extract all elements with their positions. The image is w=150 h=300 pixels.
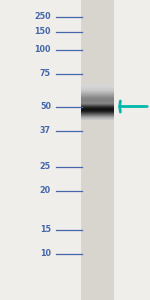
Bar xyxy=(81,88,114,89)
Bar xyxy=(81,91,114,92)
Bar xyxy=(81,105,114,106)
Bar xyxy=(81,0,114,300)
Text: 100: 100 xyxy=(34,45,51,54)
Text: 20: 20 xyxy=(40,186,51,195)
Bar xyxy=(81,97,114,98)
Bar xyxy=(81,99,114,100)
Bar xyxy=(81,112,114,113)
Bar xyxy=(81,98,114,99)
Text: 150: 150 xyxy=(34,27,51,36)
Bar xyxy=(81,115,114,116)
Text: 10: 10 xyxy=(40,249,51,258)
Text: 25: 25 xyxy=(40,162,51,171)
Bar xyxy=(81,113,114,114)
Text: 50: 50 xyxy=(40,102,51,111)
Bar xyxy=(81,109,114,110)
Bar xyxy=(81,102,114,103)
Bar xyxy=(81,92,114,93)
Bar xyxy=(81,101,114,102)
Bar xyxy=(81,96,114,97)
Bar xyxy=(81,106,114,107)
Bar xyxy=(81,110,114,111)
Bar xyxy=(81,100,114,101)
Bar xyxy=(81,111,114,112)
Bar xyxy=(81,87,114,88)
Bar xyxy=(81,106,114,107)
Bar xyxy=(81,101,114,102)
Text: 37: 37 xyxy=(40,126,51,135)
Bar xyxy=(81,104,114,105)
Bar xyxy=(81,110,114,111)
Text: 15: 15 xyxy=(40,225,51,234)
Bar xyxy=(81,88,114,89)
Bar xyxy=(81,103,114,104)
Bar xyxy=(81,118,114,119)
Bar xyxy=(81,117,114,118)
Bar xyxy=(81,119,114,120)
Bar xyxy=(81,84,114,85)
Bar xyxy=(81,93,114,94)
Bar xyxy=(81,102,114,103)
Bar xyxy=(81,108,114,109)
Bar xyxy=(81,114,114,115)
Bar xyxy=(81,86,114,87)
Bar xyxy=(81,94,114,95)
Bar xyxy=(81,99,114,100)
Text: 75: 75 xyxy=(40,69,51,78)
Bar xyxy=(81,93,114,94)
Bar xyxy=(81,89,114,90)
Bar xyxy=(81,98,114,99)
Bar xyxy=(81,84,114,85)
Bar xyxy=(81,90,114,91)
Bar xyxy=(81,107,114,108)
Bar xyxy=(81,85,114,86)
Bar xyxy=(81,108,114,109)
Bar xyxy=(81,116,114,117)
Bar xyxy=(81,95,114,96)
Text: 250: 250 xyxy=(34,12,51,21)
Bar xyxy=(81,100,114,101)
